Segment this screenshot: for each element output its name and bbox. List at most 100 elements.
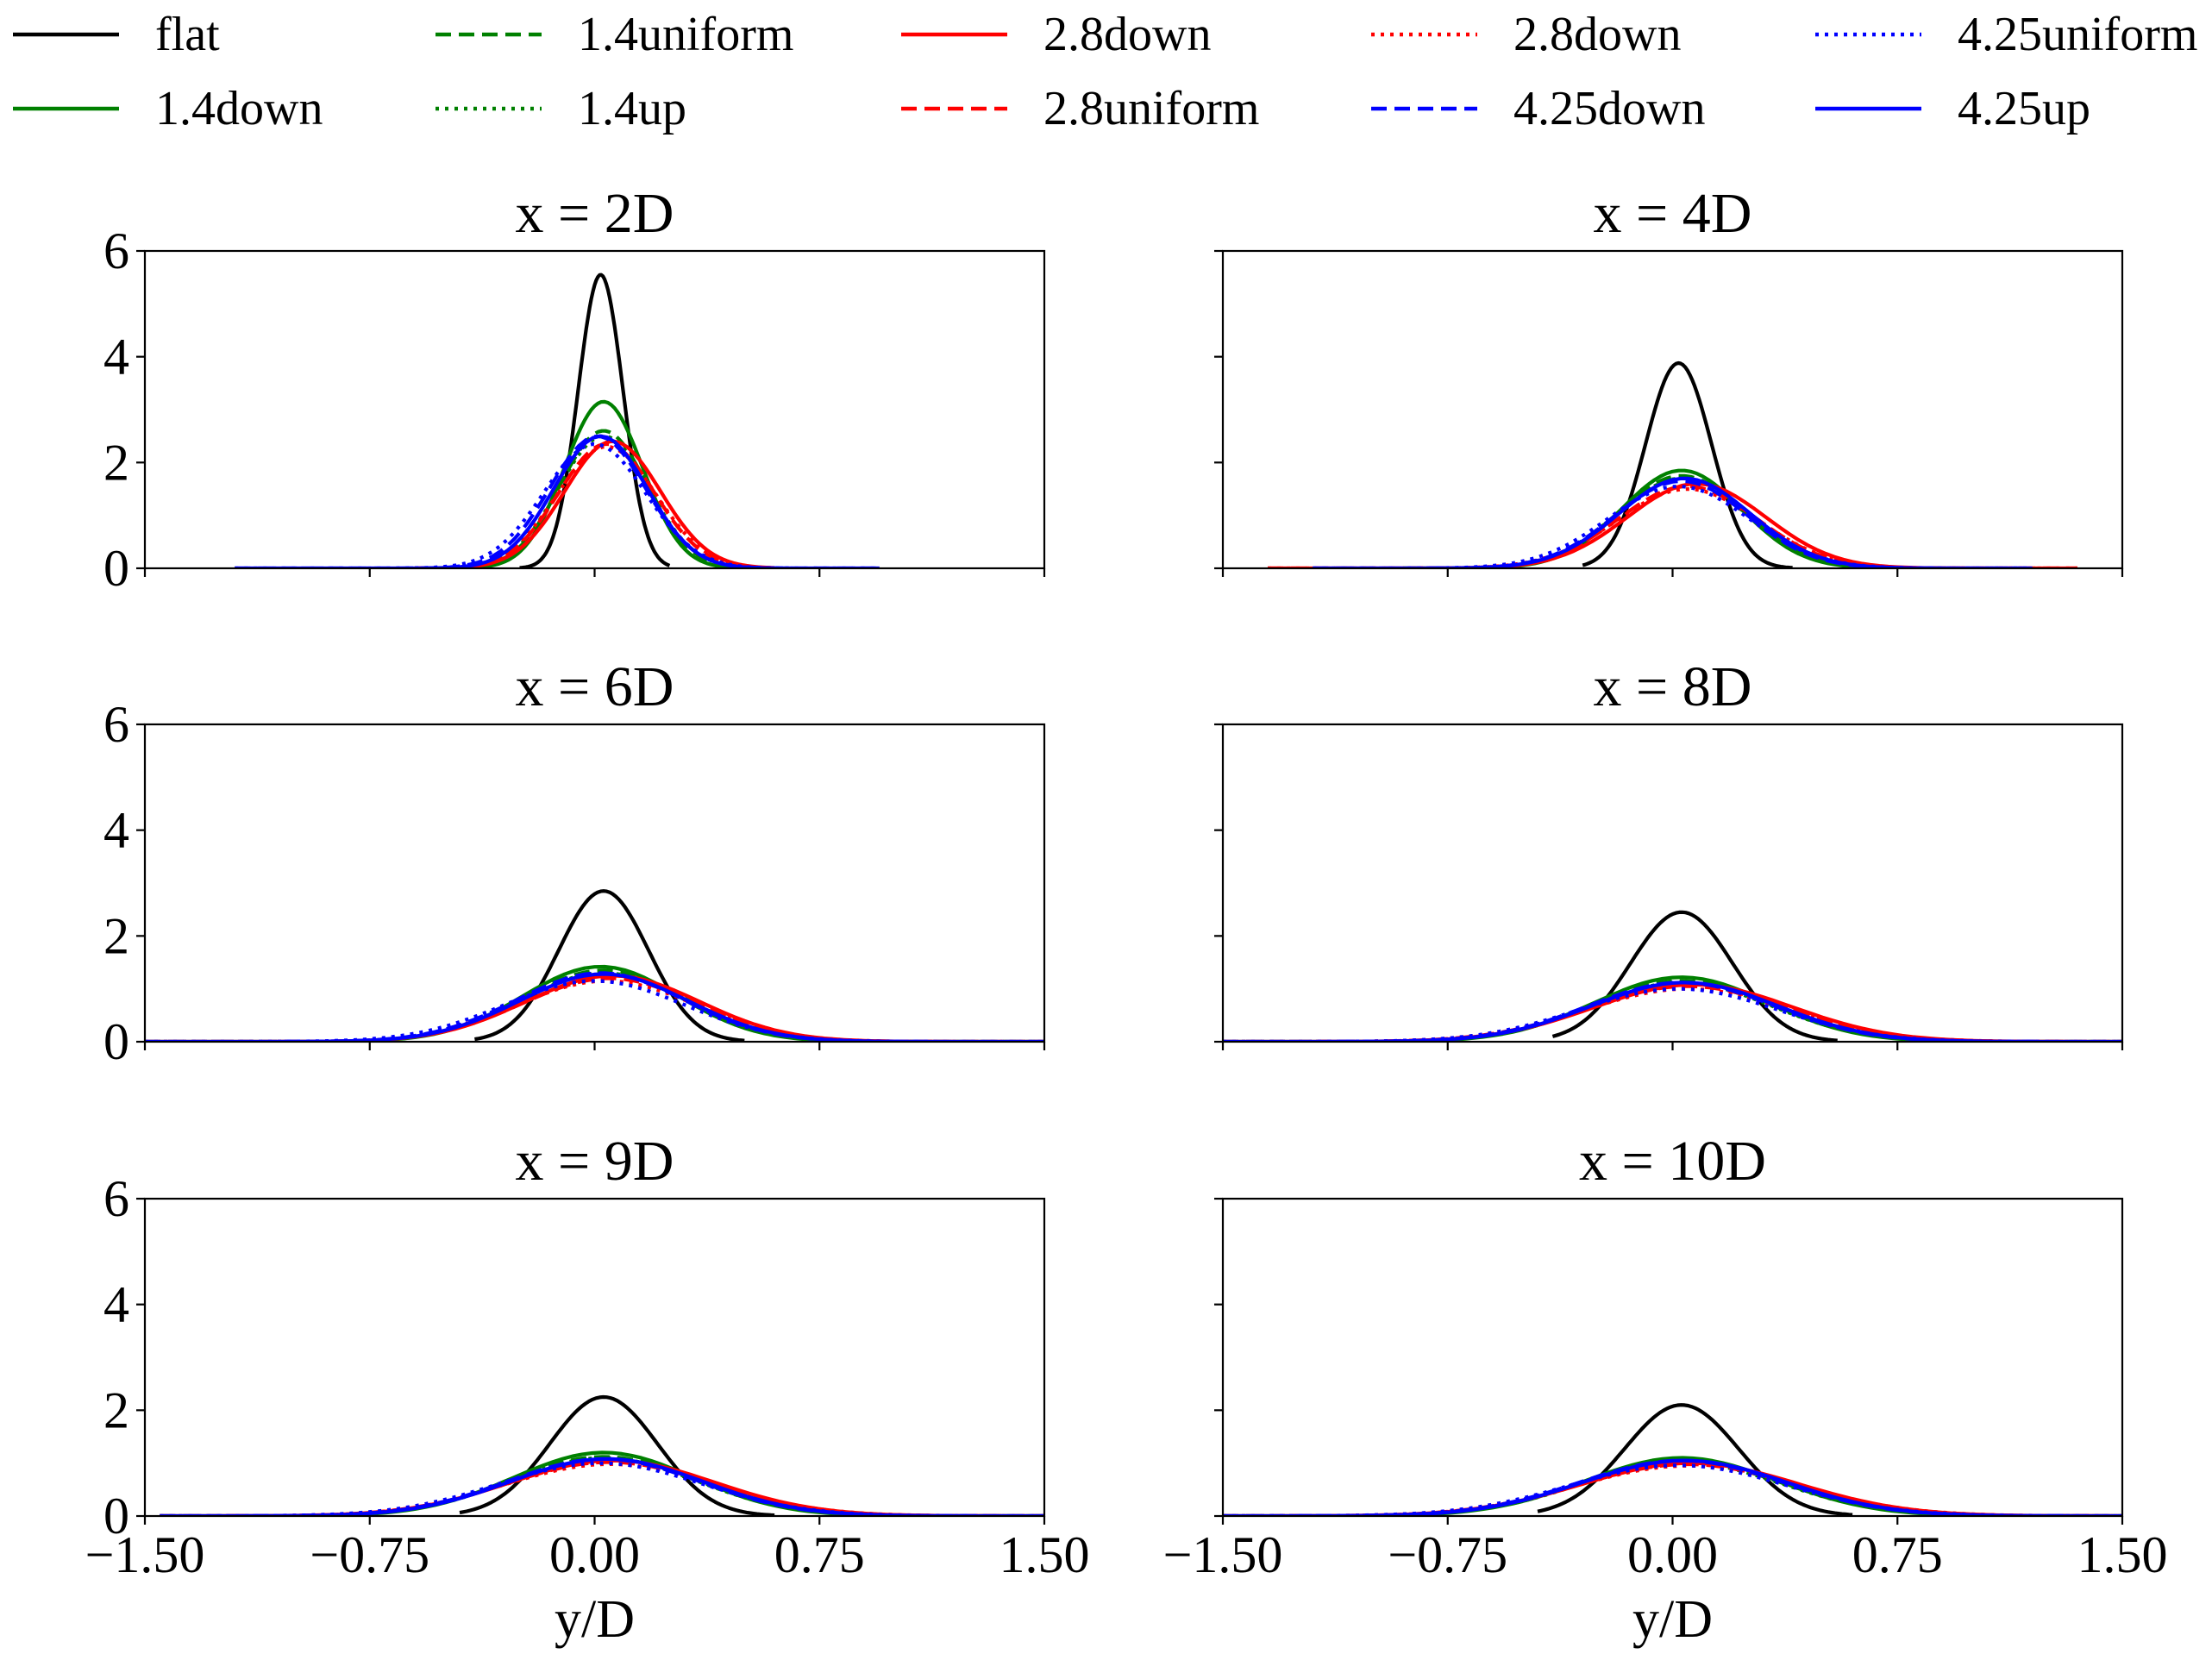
series-group <box>1223 1403 2122 1516</box>
legend-entry-flat: flat <box>13 8 220 61</box>
series-line-4.25up-solid <box>1223 980 2122 1042</box>
series-line-4.25uniform-dotted <box>160 1461 1044 1516</box>
y-tick-label: 0 <box>103 1488 129 1544</box>
legend-entry-1.4up: 1.4up <box>436 82 686 135</box>
legend-label: 2.8down <box>1043 8 1211 61</box>
legend-label: 1.4uniform <box>578 8 793 61</box>
y-tick-label: 4 <box>103 1276 129 1333</box>
y-tick-label: 0 <box>103 1013 129 1070</box>
y-tick-label: 6 <box>103 1170 129 1227</box>
plot-frame <box>1221 249 2124 570</box>
panel-4: x = 8D <box>1214 655 2124 1050</box>
series-line-2.8down-solid <box>1223 1461 2122 1516</box>
series-line-flat-solid <box>1537 1403 1853 1516</box>
series-line-flat-solid <box>1582 360 1793 568</box>
x-tick-label: −1.50 <box>1163 1526 1283 1583</box>
series-line-1.4up-dotted <box>1223 1460 2122 1516</box>
panel-2: x = 4D <box>1214 182 2124 577</box>
legend-entry-1.4down: 1.4down <box>13 82 323 135</box>
legend-entry-2.8uniform: 2.8uniform <box>901 82 1259 135</box>
plot-frame <box>1221 723 2124 1043</box>
plot-frame <box>143 723 1046 1043</box>
series-line-1.4down-solid <box>1223 1456 2122 1516</box>
series-line-4.25uniform-dotted <box>1313 484 2033 568</box>
panel-3: x = 6D 0 2 4 6 <box>103 655 1046 1070</box>
plot-frame <box>143 1197 1046 1518</box>
panel-title: x = 10D <box>1579 1130 1766 1193</box>
series-line-2.8down-dotted <box>160 1462 1044 1516</box>
series-line-2.8down-dotted <box>1268 486 2077 568</box>
legend-label: 4.25up <box>1958 82 2090 135</box>
series-line-4.25down-dashed <box>145 971 1044 1042</box>
legend-entry-4.25uniform: 4.25uniform <box>1815 8 2197 61</box>
plot-frame <box>1221 1197 2124 1518</box>
series-line-4.25down-dashed <box>1313 479 2033 568</box>
series-line-flat-solid <box>519 273 671 568</box>
x-tick-label: 0.00 <box>549 1526 640 1583</box>
legend-label: 1.4up <box>578 82 686 135</box>
y-tick-label: 0 <box>103 540 129 597</box>
series-line-2.8down-solid <box>160 1458 1044 1516</box>
series-line-1.4up-dotted <box>414 434 775 568</box>
x-axis-label: y/D <box>1632 1590 1713 1649</box>
series-line-4.25down-dashed <box>1223 1458 2122 1516</box>
legend-label: 4.25down <box>1513 82 1705 135</box>
panel-title: x = 9D <box>516 1130 674 1193</box>
series-line-1.4up-dotted <box>1402 476 1943 568</box>
series-line-2.8down-dotted <box>1223 1463 2122 1516</box>
panel-6: x = 10D −1.50 −0.75 0.00 0.75 1.50 y/D <box>1163 1130 2168 1649</box>
series-line-4.25uniform-dotted <box>145 979 1044 1042</box>
series-line-4.25uniform-dotted <box>235 442 880 568</box>
series-line-4.25up-solid <box>160 1457 1044 1516</box>
series-line-2.8down-solid <box>1268 481 2077 568</box>
series-line-1.4down-solid <box>1402 468 1943 568</box>
series-line-1.4down-solid <box>444 399 745 568</box>
legend-label: 1.4down <box>155 82 323 135</box>
legend-label: 4.25uniform <box>1958 8 2197 61</box>
series-group <box>145 889 1044 1042</box>
legend-entry-4.25down: 4.25down <box>1371 82 1705 135</box>
y-tick-label: 6 <box>103 696 129 753</box>
x-tick-label: −0.75 <box>310 1526 429 1583</box>
x-tick-label: −1.50 <box>85 1526 205 1583</box>
series-line-4.25down-dashed <box>1223 980 2122 1042</box>
panel-title: x = 2D <box>516 182 674 245</box>
series-line-2.8uniform-dashed <box>414 442 775 568</box>
series-line-2.8uniform-dashed <box>145 976 1044 1042</box>
legend-entry-2.8down: 2.8down <box>901 8 1211 61</box>
legend-entry-4.25up: 4.25up <box>1815 82 2090 135</box>
series-line-4.25up-solid <box>1313 476 2033 568</box>
series-line-4.25uniform-dotted <box>1223 1463 2122 1516</box>
panel-5: x = 9D −1.50 −0.75 0.00 0.75 1.50 y/D 0 2 4 6 <box>85 1130 1090 1649</box>
legend-entry-2.8down: 2.8down <box>1371 8 1681 61</box>
x-tick-label: 0.00 <box>1627 1526 1718 1583</box>
panel-1: x = 2D 0 2 4 6 <box>103 182 1046 597</box>
series-line-1.4uniform-dashed <box>1223 1458 2122 1516</box>
series-line-2.8uniform-dashed <box>1223 984 2122 1042</box>
y-tick-label: 6 <box>103 222 129 279</box>
series-line-2.8down-solid <box>145 974 1044 1042</box>
x-axis-label: y/D <box>555 1590 635 1649</box>
series-group <box>1223 910 2122 1042</box>
series-line-4.25up-solid <box>1223 1458 2122 1516</box>
series-line-flat-solid <box>474 889 745 1042</box>
y-tick-label: 2 <box>103 434 129 491</box>
series-line-4.25up-solid <box>145 972 1044 1042</box>
x-tick-label: 1.50 <box>2077 1526 2168 1583</box>
legend-entry-1.4uniform: 1.4uniform <box>436 8 793 61</box>
y-tick-label: 4 <box>103 802 129 859</box>
series-line-2.8uniform-dashed <box>1268 484 2077 568</box>
series-line-flat-solid <box>459 1394 775 1516</box>
panels: x = 2D 0 2 4 6 x = 4D x = 6D 0 2 4 6 x = 8D x = 9D −1… <box>85 182 2168 1649</box>
series-line-1.4up-dotted <box>1223 980 2122 1042</box>
series-line-4.25uniform-dotted <box>1223 987 2122 1042</box>
plot-frame <box>143 249 1046 570</box>
legend: flat 1.4uniform 2.8down 2.8down 4.25uniform 1… <box>13 8 2197 135</box>
legend-label: 2.8down <box>1513 8 1681 61</box>
x-tick-label: 0.75 <box>1852 1526 1943 1583</box>
x-tick-label: −0.75 <box>1388 1526 1507 1583</box>
legend-label: 2.8uniform <box>1043 82 1259 135</box>
series-line-2.8down-dotted <box>414 444 775 568</box>
legend-label: flat <box>155 8 220 61</box>
